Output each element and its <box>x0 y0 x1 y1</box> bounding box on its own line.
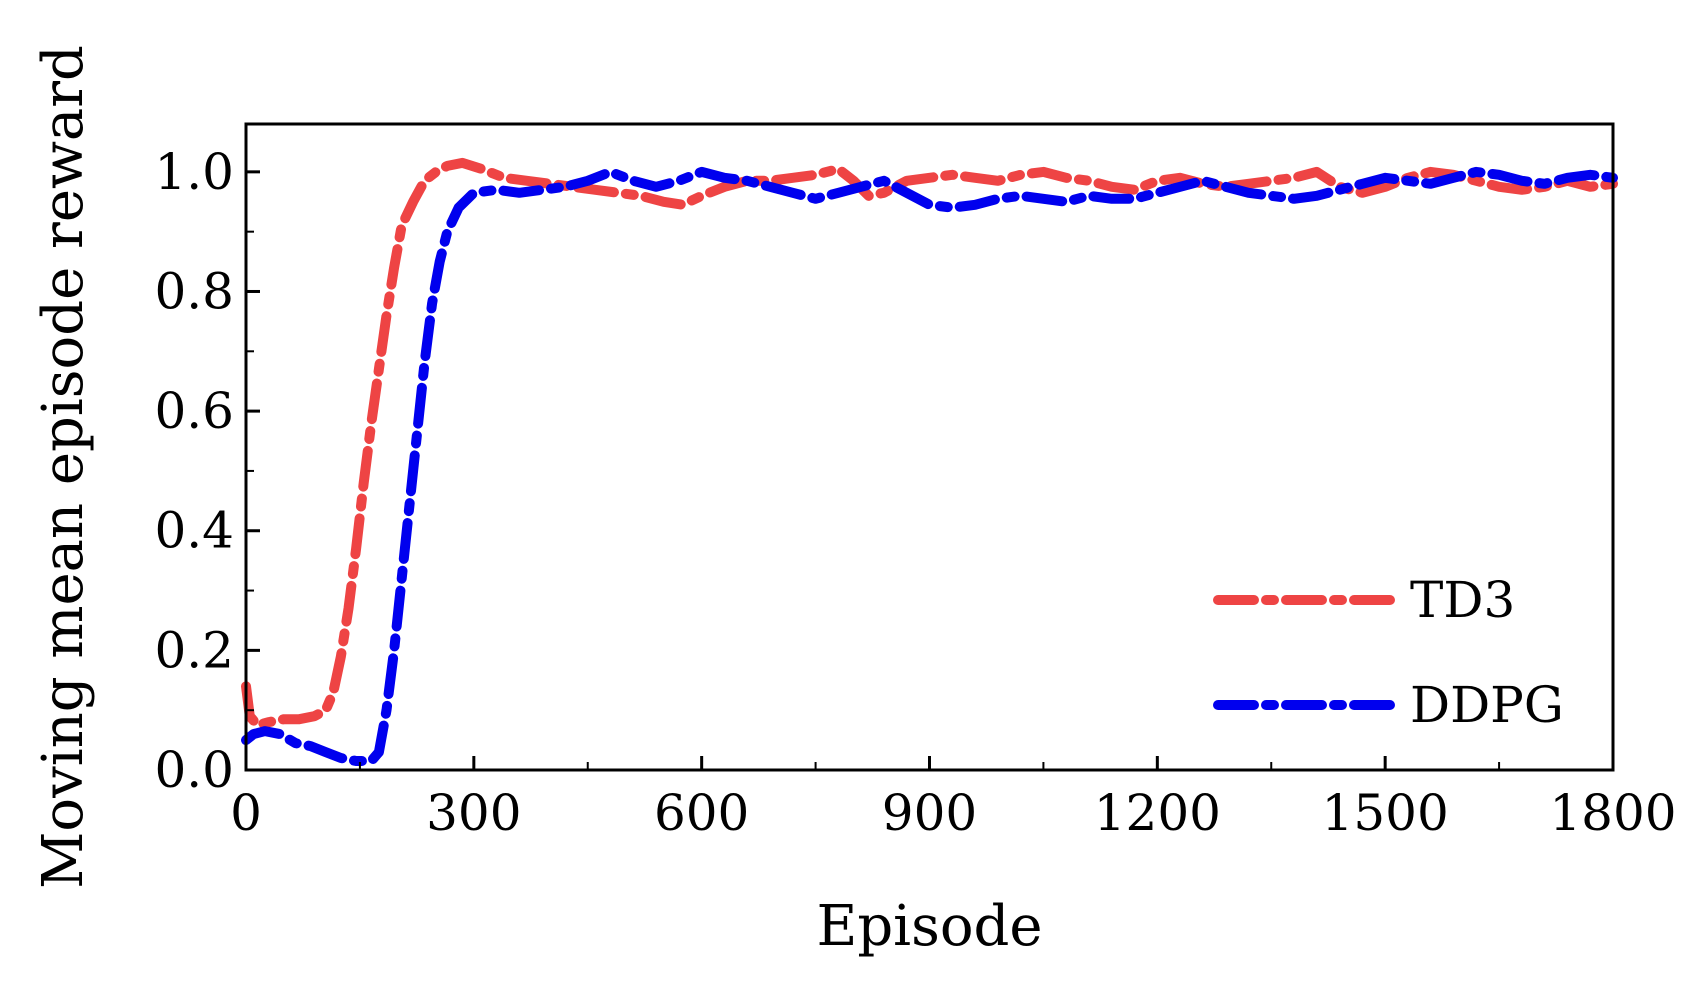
series-layer <box>241 157 1618 766</box>
y-tick-label: 0.8 <box>154 262 234 320</box>
series-line-td3 <box>241 157 1618 731</box>
x-tick-label: 1500 <box>1322 784 1449 842</box>
x-tick-label: 1800 <box>1549 784 1676 842</box>
x-tick-label: 300 <box>426 784 521 842</box>
y-tick-label: 0.2 <box>154 621 234 679</box>
y-tick-label: 0.4 <box>154 502 234 560</box>
x-tick-label: 900 <box>882 784 977 842</box>
legend: TD3 DDPG <box>1213 571 1564 734</box>
y-tick-label: 1.0 <box>154 143 234 201</box>
x-axis-title: Episode <box>816 894 1042 959</box>
legend-label-td3: TD3 <box>1410 571 1515 629</box>
ticks-layer: 0 300 600 900 1200 1500 1800 0.0 0.2 0.4 0.6 0.8 1.0 <box>154 143 1676 842</box>
x-tick-label: 600 <box>654 784 749 842</box>
y-tick-label: 0.6 <box>154 382 234 440</box>
x-tick-label: 1200 <box>1094 784 1221 842</box>
x-tick-label: 0 <box>230 784 262 842</box>
legend-label-ddpg: DDPG <box>1410 676 1564 734</box>
y-tick-label: 0.0 <box>154 741 234 799</box>
y-axis-title: Moving mean episode reward <box>31 45 96 889</box>
series-line-ddpg <box>241 166 1618 766</box>
